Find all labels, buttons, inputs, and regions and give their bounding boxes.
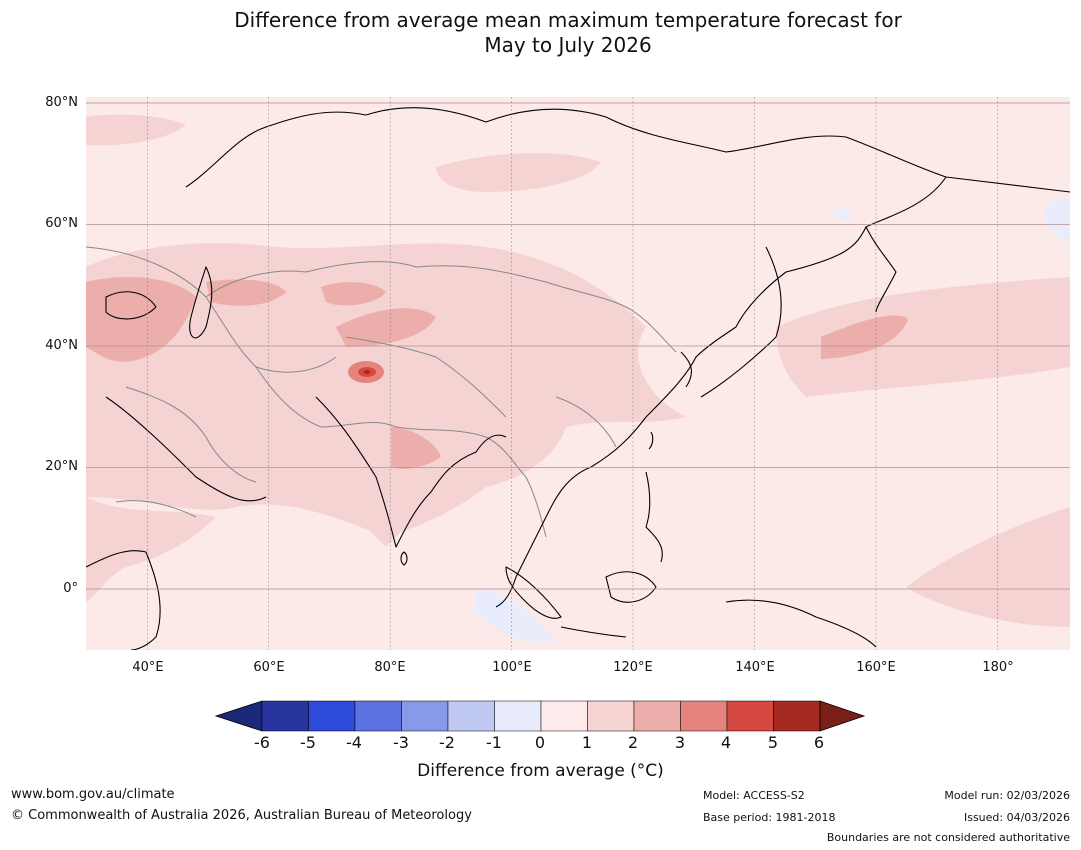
colorbar-swatch — [401, 700, 449, 732]
boundaries-disclaimer: Boundaries are not considered authoritat… — [826, 831, 1070, 844]
colorbar-tick: 0 — [534, 733, 546, 752]
colorbar-tick: -5 — [300, 733, 316, 752]
coast-pacific-russia — [735, 176, 947, 328]
coast-taiwan — [648, 431, 654, 450]
colorbar-swatch — [447, 700, 495, 732]
colorbar-swatch — [261, 700, 309, 732]
country-boundaries — [86, 246, 677, 538]
coast-sumatra — [505, 566, 562, 619]
coast-india — [315, 396, 507, 548]
colorbar-tick: 1 — [581, 733, 593, 752]
lon-label-120e: 120°E — [613, 660, 653, 675]
copyright-notice: © Commonwealth of Australia 2026, Austra… — [11, 808, 472, 823]
coast-java — [560, 626, 627, 638]
coast-indochina — [495, 466, 592, 608]
colorbar-tick: 4 — [720, 733, 732, 752]
lat-label-60n: 60°N — [45, 216, 78, 231]
anomaly-region-scandinavia — [86, 114, 186, 146]
anomaly-region-europe — [86, 243, 686, 537]
colorbar-tick: -6 — [254, 733, 270, 752]
coast-africa-east — [86, 550, 161, 650]
coast-philippines — [645, 471, 663, 563]
colorbar-label: Difference from average (°C) — [417, 761, 664, 781]
colorbar-tick: -4 — [346, 733, 362, 752]
colorbar-swatch — [494, 700, 542, 732]
gridlines — [86, 97, 1070, 650]
anomaly-region-southwest-pacific — [906, 507, 1070, 627]
colorbar-swatch — [726, 700, 774, 732]
coast-sri-lanka — [400, 551, 408, 566]
website-link[interactable]: www.bom.gov.au/climate — [11, 787, 175, 802]
lat-label-80n: 80°N — [45, 95, 78, 110]
coast-black-sea — [105, 291, 157, 320]
anomaly-region-east-europe-warm — [86, 277, 196, 362]
colorbar-tick: 5 — [767, 733, 779, 752]
colorbar-extend-low — [214, 700, 263, 732]
anomaly-map — [86, 97, 1070, 650]
anomaly-region-siberia — [436, 152, 601, 192]
colorbar — [214, 700, 866, 732]
anomaly-region-india-warm — [391, 427, 441, 469]
colorbar-tick: 3 — [674, 733, 686, 752]
anomaly-region-cool-indian-ocean — [474, 587, 556, 643]
coast-korea — [680, 351, 692, 388]
coastlines — [86, 106, 1070, 650]
coast-new-guinea — [725, 599, 877, 648]
lon-label-40e: 40°E — [132, 660, 164, 675]
lat-label-equator: 0° — [63, 581, 78, 596]
lon-label-100e: 100°E — [492, 660, 532, 675]
map-title: Difference from average mean maximum tem… — [0, 8, 1081, 58]
colorbar-swatch — [354, 700, 402, 732]
colorbar-swatch — [773, 700, 821, 732]
colorbar-tick: 6 — [813, 733, 825, 752]
lon-label-160e: 160°E — [856, 660, 896, 675]
model-name: Model: ACCESS-S2 — [703, 789, 805, 802]
coast-borneo — [605, 571, 657, 603]
colorbar-swatch — [680, 700, 728, 732]
lon-label-140e: 140°E — [735, 660, 775, 675]
colorbar-tick: -1 — [486, 733, 502, 752]
colorbar-extend-high — [819, 700, 866, 732]
anomaly-region-pacific-band — [776, 277, 1070, 397]
anomaly-region-hotspot-core — [363, 370, 371, 374]
colorbar-swatch — [633, 700, 681, 732]
anomaly-region-pacific-warm — [821, 315, 908, 359]
colorbar-tick: -3 — [393, 733, 409, 752]
lon-label-180: 180° — [982, 660, 1014, 675]
map-svg — [86, 97, 1070, 650]
title-line-1: Difference from average mean maximum tem… — [234, 8, 902, 32]
colorbar-swatch — [587, 700, 635, 732]
issued-date: Issued: 04/03/2026 — [963, 811, 1070, 824]
coast-japan — [700, 246, 782, 398]
colorbar-tick: -2 — [439, 733, 455, 752]
colorbar-tick: 2 — [627, 733, 639, 752]
coast-caspian — [189, 266, 213, 339]
coast-arctic — [185, 106, 1070, 193]
anomaly-shading — [86, 114, 1070, 643]
anomaly-region-cool-far-northeast — [1044, 197, 1070, 242]
lon-label-60e: 60°E — [253, 660, 285, 675]
model-run-date: Model run: 02/03/2026 — [944, 789, 1070, 802]
anomaly-region-kazakh-warm — [321, 282, 386, 306]
anomaly-region-cool-okhotsk — [831, 209, 852, 220]
anomaly-region-arabia — [86, 497, 216, 602]
colorbar-swatch — [308, 700, 356, 732]
coast-arabia — [105, 396, 267, 502]
anomaly-region-caspian-warm — [206, 279, 286, 306]
lon-label-80e: 80°E — [374, 660, 406, 675]
coast-east-china — [590, 326, 737, 468]
colorbar-swatch — [540, 700, 588, 732]
title-line-2: May to July 2026 — [484, 33, 652, 57]
coast-kamchatka — [865, 226, 897, 313]
base-period: Base period: 1981-2018 — [703, 811, 836, 824]
anomaly-region-tibet-warm — [336, 308, 436, 347]
lat-label-20n: 20°N — [45, 459, 78, 474]
lat-label-40n: 40°N — [45, 338, 78, 353]
